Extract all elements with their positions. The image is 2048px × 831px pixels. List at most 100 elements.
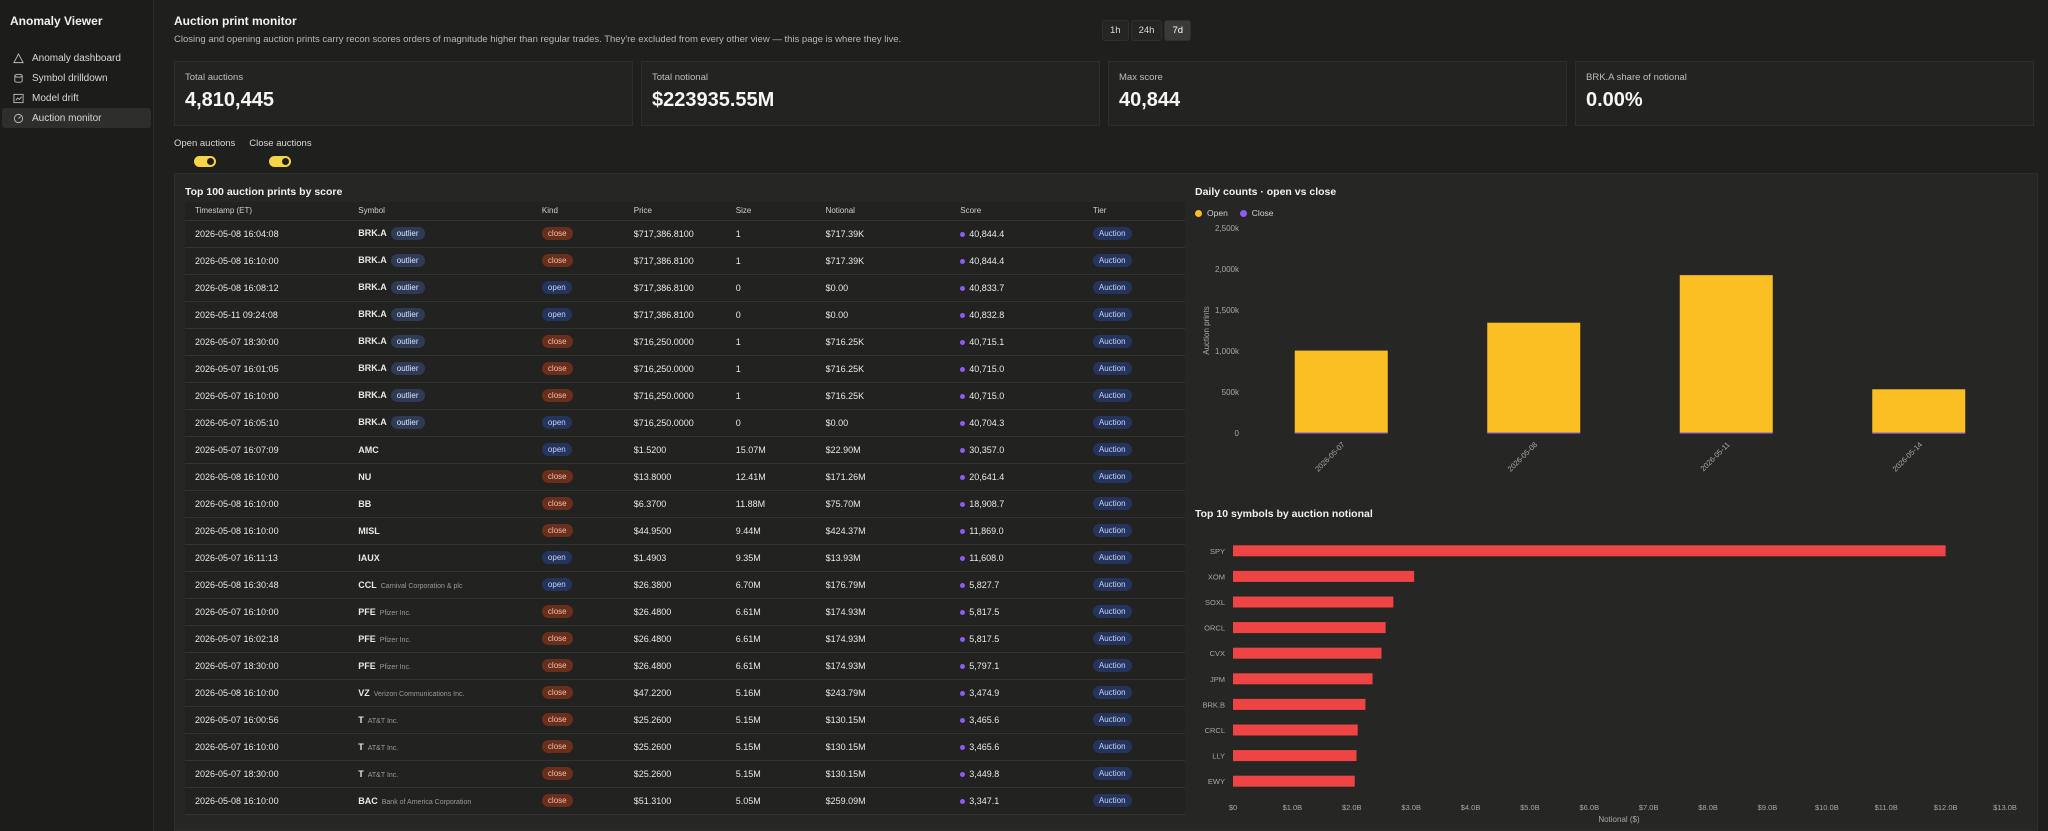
column-header[interactable]: Notional bbox=[815, 202, 951, 221]
table-row[interactable]: 2026-05-08 16:30:48 CCL Carnival Corporati… bbox=[185, 571, 1185, 599]
table-row[interactable]: 2026-05-08 16:04:08 BRK.A outlier close $717… bbox=[185, 220, 1185, 248]
symbol-ticker[interactable]: BRK.A bbox=[358, 282, 387, 292]
symbol-ticker[interactable]: PFE bbox=[358, 660, 376, 671]
sidebar-item-auction-monitor[interactable]: Auction monitor bbox=[2, 108, 151, 128]
symbol-ticker[interactable]: PFE bbox=[358, 633, 376, 644]
y-tick-label: 1,000k bbox=[1215, 347, 1240, 356]
symbol-ticker[interactable]: T bbox=[358, 768, 364, 779]
table-row[interactable]: 2026-05-08 16:10:00 VZ Verizon Communicati… bbox=[185, 679, 1185, 707]
sidebar-item-anomaly-dashboard[interactable]: Anomaly dashboard bbox=[2, 48, 151, 68]
symbol-ticker[interactable]: BRK.A bbox=[358, 417, 387, 427]
size-cell: 5.05M bbox=[725, 787, 816, 815]
range-1h-button[interactable]: 1h bbox=[1102, 20, 1129, 41]
table-row[interactable]: 2026-05-07 16:00:56 T AT&T Inc. close $25.26… bbox=[185, 706, 1185, 734]
score-value: 18,908.7 bbox=[969, 498, 1005, 509]
tier-badge: Auction bbox=[1092, 524, 1132, 537]
symbol-ticker[interactable]: IAUX bbox=[358, 552, 380, 563]
size-cell: 15.07M bbox=[725, 436, 816, 464]
table-row[interactable]: 2026-05-07 16:07:09 AMC open $1.5200 15.07M $… bbox=[185, 436, 1185, 464]
table-row[interactable]: 2026-05-07 16:11:13 IAUX open $1.4903 9.35M $… bbox=[185, 544, 1185, 572]
symbol-ticker[interactable]: BB bbox=[358, 498, 372, 509]
column-header[interactable]: Price bbox=[623, 202, 726, 221]
symbol-ticker[interactable]: AMC bbox=[358, 444, 379, 455]
column-header[interactable]: Tier bbox=[1082, 202, 1185, 221]
table-row[interactable]: 2026-05-11 09:24:08 BRK.A outlier open $717,… bbox=[185, 301, 1185, 329]
symbol-ticker[interactable]: BRK.A bbox=[358, 255, 387, 265]
top-symbols-svg: SPY XOM SOXL ORCL CVX JPM BRK.B CRCL LLY EWY $0 $1.… bbox=[1202, 545, 2017, 824]
score-cell: 40,833.7 bbox=[950, 274, 1083, 302]
tier-badge: Auction bbox=[1092, 443, 1132, 456]
timestamp-cell: 2026-05-08 16:04:08 bbox=[185, 220, 349, 248]
tier-cell: Auction bbox=[1082, 733, 1185, 761]
column-header[interactable]: Kind bbox=[531, 202, 624, 221]
legend-item-close[interactable]: Close bbox=[1239, 208, 1274, 218]
symbol-ticker[interactable]: VZ bbox=[358, 687, 370, 698]
kind-badge: close bbox=[541, 740, 573, 753]
symbol-ticker[interactable]: BAC bbox=[358, 795, 378, 806]
symbol-ticker[interactable]: BRK.A bbox=[358, 336, 387, 346]
sidebar-item-model-drift[interactable]: Model drift bbox=[2, 88, 151, 108]
symbol-ticker[interactable]: BRK.A bbox=[358, 228, 387, 238]
symbol-ticker[interactable]: BRK.A bbox=[358, 363, 387, 373]
symbol-ticker[interactable]: T bbox=[358, 714, 364, 725]
x-tick-label: 2026-05-07 bbox=[1313, 440, 1346, 473]
symbol-ticker[interactable]: MISL bbox=[358, 525, 380, 536]
symbol-ticker[interactable]: BRK.A bbox=[358, 390, 387, 400]
symbol-ticker[interactable]: BRK.A bbox=[358, 309, 387, 319]
size-cell: 1 bbox=[725, 328, 816, 356]
symbol-cell: BRK.A outlier bbox=[348, 274, 532, 302]
symbol-ticker[interactable]: CCL bbox=[358, 579, 377, 590]
x-tick-label: $2.0B bbox=[1342, 803, 1362, 812]
column-header[interactable]: Score bbox=[950, 202, 1083, 221]
score-cell: 40,844.4 bbox=[950, 247, 1083, 275]
legend-item-open[interactable]: Open bbox=[1195, 208, 1228, 218]
score-value: 20,641.4 bbox=[969, 471, 1005, 482]
symbol-ticker[interactable]: PFE bbox=[358, 606, 376, 617]
table-row[interactable]: 2026-05-08 16:10:00 MISL close $44.9500 9.44… bbox=[185, 517, 1185, 545]
toggle-switch[interactable] bbox=[194, 156, 216, 167]
score-cell: 40,715.0 bbox=[950, 382, 1083, 410]
outlier-badge: outlier bbox=[390, 335, 425, 348]
range-7d-button[interactable]: 7d bbox=[1164, 20, 1192, 41]
tier-cell: Auction bbox=[1082, 247, 1185, 275]
table-row[interactable]: 2026-05-07 16:01:05 BRK.A outlier close $716… bbox=[185, 355, 1185, 383]
table-row[interactable]: 2026-05-07 16:10:00 T AT&T Inc. close $25.26… bbox=[185, 733, 1185, 761]
table-row[interactable]: 2026-05-07 16:10:00 PFE Pfizer Inc. close $2… bbox=[185, 598, 1185, 626]
table-row[interactable]: 2026-05-08 16:10:00 BAC Bank of America Co… bbox=[185, 787, 1185, 815]
bar-notional bbox=[1233, 724, 1358, 736]
table-row[interactable]: 2026-05-07 16:02:18 PFE Pfizer Inc. close $2… bbox=[185, 625, 1185, 653]
tier-badge: Auction bbox=[1092, 686, 1132, 699]
column-header[interactable]: Symbol bbox=[348, 202, 532, 221]
toggle-switch[interactable] bbox=[269, 156, 292, 167]
table-row[interactable]: 2026-05-07 16:05:10 BRK.A outlier open $716,… bbox=[185, 409, 1185, 437]
sidebar-item-symbol-drilldown[interactable]: Symbol drilldown bbox=[2, 68, 151, 88]
table-row[interactable]: 2026-05-07 16:10:00 BRK.A outlier close $716… bbox=[185, 382, 1185, 410]
symbol-ticker[interactable]: T bbox=[358, 741, 364, 752]
daily-counts-svg: 0 500k 1,000k 1,500k 2,000k 2,500k Auction pri… bbox=[1202, 224, 1966, 474]
table-row[interactable]: 2026-05-07 18:30:00 T AT&T Inc. close $25.26… bbox=[185, 760, 1185, 788]
table-row[interactable]: 2026-05-08 16:10:00 BB close $6.3700 11.88M $… bbox=[185, 490, 1185, 518]
kind-cell: close bbox=[531, 733, 624, 761]
kind-cell: close bbox=[531, 706, 624, 734]
table-row[interactable]: 2026-05-08 16:10:00 BRK.A outlier close $717… bbox=[185, 247, 1185, 275]
score-dot-icon bbox=[960, 663, 966, 669]
kind-badge: open bbox=[541, 281, 572, 294]
notional-cell: $174.93M bbox=[815, 598, 951, 626]
symbol-ticker[interactable]: NU bbox=[358, 471, 372, 482]
table-row[interactable]: 2026-05-07 18:30:00 BRK.A outlier close $716… bbox=[185, 328, 1185, 356]
price-cell: $717,386.8100 bbox=[623, 247, 726, 275]
column-header[interactable]: Timestamp (ET) bbox=[185, 202, 349, 221]
bar-notional bbox=[1233, 545, 1946, 557]
timestamp-cell: 2026-05-07 18:30:00 bbox=[185, 652, 349, 680]
x-tick-label: 2026-05-11 bbox=[1699, 440, 1732, 473]
size-cell: 6.61M bbox=[725, 625, 816, 653]
table-row[interactable]: 2026-05-07 18:30:00 PFE Pfizer Inc. close $2… bbox=[185, 652, 1185, 680]
table-row[interactable]: 2026-05-08 16:10:00 NU close $13.8000 12.41M… bbox=[185, 463, 1185, 491]
column-header[interactable]: Size bbox=[725, 202, 816, 221]
range-24h-button[interactable]: 24h bbox=[1130, 20, 1163, 41]
timestamp-cell: 2026-05-11 09:24:08 bbox=[185, 301, 349, 329]
kind-badge: close bbox=[541, 524, 573, 537]
table-row[interactable]: 2026-05-08 16:08:12 BRK.A outlier open $717,… bbox=[185, 274, 1185, 302]
tier-cell: Auction bbox=[1082, 220, 1185, 248]
timestamp-cell: 2026-05-08 16:10:00 bbox=[185, 517, 349, 545]
